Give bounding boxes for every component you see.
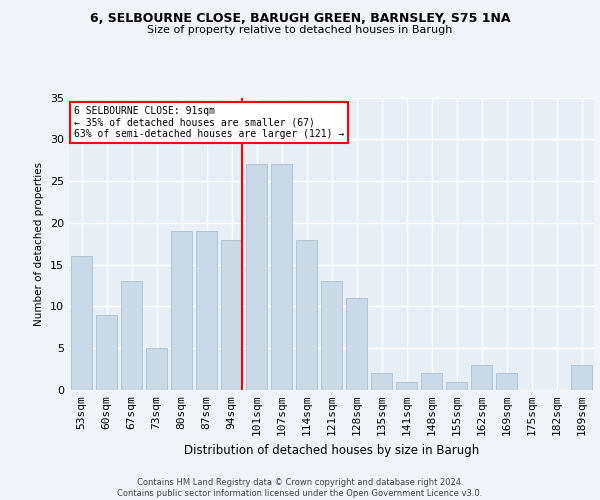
Bar	[146, 348, 167, 390]
Bar	[371, 374, 392, 390]
Text: 6 SELBOURNE CLOSE: 91sqm
← 35% of detached houses are smaller (67)
63% of semi-d: 6 SELBOURNE CLOSE: 91sqm ← 35% of detach…	[74, 106, 344, 140]
Y-axis label: Number of detached properties: Number of detached properties	[34, 162, 44, 326]
Bar	[221, 240, 242, 390]
Bar	[346, 298, 367, 390]
Bar	[196, 231, 217, 390]
Bar	[446, 382, 467, 390]
Bar	[321, 282, 342, 390]
Bar	[246, 164, 267, 390]
Bar	[471, 365, 492, 390]
Bar	[71, 256, 92, 390]
Bar	[421, 374, 442, 390]
Bar	[296, 240, 317, 390]
Bar	[496, 374, 517, 390]
Bar	[121, 282, 142, 390]
Bar	[396, 382, 417, 390]
Text: 6, SELBOURNE CLOSE, BARUGH GREEN, BARNSLEY, S75 1NA: 6, SELBOURNE CLOSE, BARUGH GREEN, BARNSL…	[90, 12, 510, 26]
X-axis label: Distribution of detached houses by size in Barugh: Distribution of detached houses by size …	[184, 444, 479, 456]
Bar	[96, 315, 117, 390]
Bar	[271, 164, 292, 390]
Text: Contains HM Land Registry data © Crown copyright and database right 2024.
Contai: Contains HM Land Registry data © Crown c…	[118, 478, 482, 498]
Bar	[171, 231, 192, 390]
Text: Size of property relative to detached houses in Barugh: Size of property relative to detached ho…	[148, 25, 452, 35]
Bar	[571, 365, 592, 390]
